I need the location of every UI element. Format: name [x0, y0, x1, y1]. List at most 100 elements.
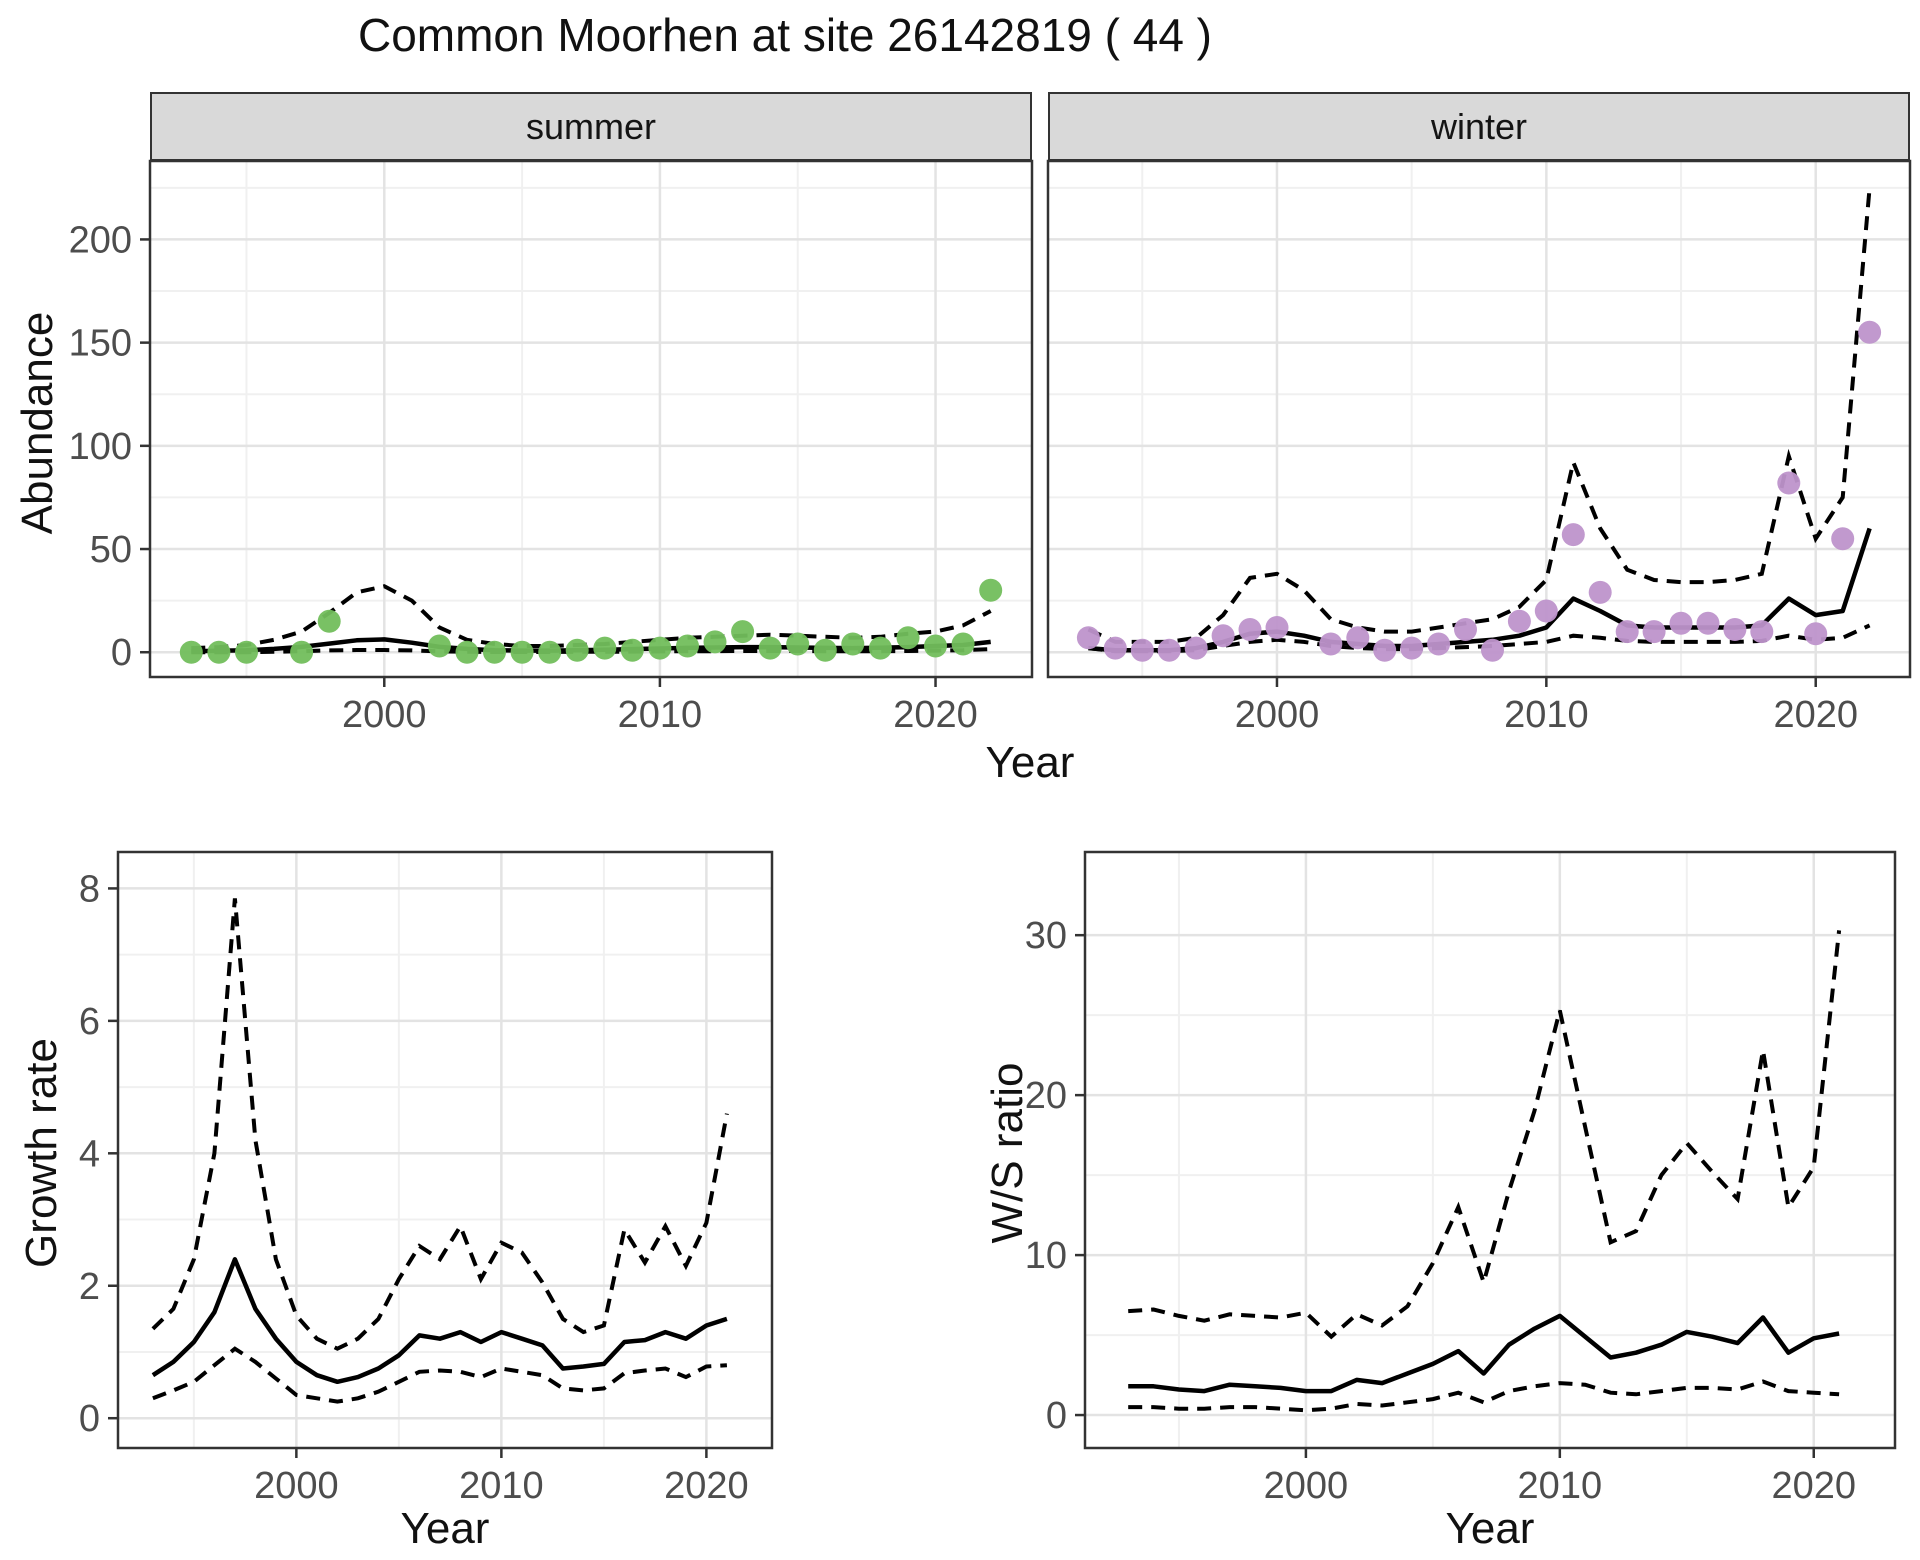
y-axis-title-ws-ratio: W/S ratio [983, 1062, 1032, 1244]
data-point [538, 640, 562, 664]
data-point [1076, 626, 1100, 650]
x-axis-title-ws-ratio: Year [1445, 1504, 1535, 1553]
data-point [1427, 632, 1451, 656]
data-point [565, 638, 589, 662]
data-layer-ws-ratio [1128, 930, 1842, 1413]
ci-upper-line [1087, 187, 1872, 644]
data-point [483, 640, 506, 664]
y-tick-label: 50 [90, 529, 132, 571]
data-point [1696, 611, 1720, 635]
data-point [1346, 626, 1370, 650]
data-point [868, 636, 892, 660]
y-tick-label: 20 [1025, 1075, 1067, 1117]
y-tick-label: 30 [1025, 915, 1067, 957]
y-tick-label: 0 [1046, 1395, 1067, 1437]
data-layer-abundance-winter [1076, 187, 1882, 662]
data-point [290, 640, 314, 664]
data-point [1669, 611, 1693, 635]
fit-line [1128, 1313, 1840, 1394]
y-tick-label: 8 [79, 868, 100, 910]
x-tick-label: 2000 [1264, 1465, 1349, 1507]
data-point [1750, 620, 1774, 644]
x-tick-label: 2010 [618, 694, 703, 736]
data-point [1858, 320, 1882, 344]
data-point [1507, 609, 1531, 633]
data-point [1615, 620, 1639, 644]
data-point [924, 634, 947, 658]
data-point [703, 630, 727, 654]
ci-upper-line [1128, 930, 1842, 1340]
y-tick-label: 200 [69, 219, 132, 261]
data-point [676, 634, 699, 658]
data-layer-growth-rate [151, 898, 729, 1404]
data-point [896, 626, 920, 650]
data-point [1265, 616, 1289, 639]
ci-upper-line [151, 898, 729, 1351]
data-point [235, 640, 258, 664]
y-tick-label: 2 [79, 1266, 100, 1308]
data-point [1588, 580, 1612, 604]
y-axis-title-growth-rate: Growth rate [17, 1038, 66, 1268]
y-tick-label: 100 [69, 426, 132, 468]
data-point [455, 640, 479, 664]
data-point [951, 632, 975, 656]
x-tick-label: 2010 [1504, 694, 1589, 736]
panel-border [1046, 159, 1912, 679]
x-tick-label: 2010 [459, 1465, 544, 1507]
data-point [179, 640, 203, 664]
data-point [1319, 632, 1343, 656]
data-point [1454, 618, 1477, 641]
data-point [1157, 638, 1181, 662]
data-point [1561, 523, 1585, 547]
data-point [1481, 638, 1504, 662]
data-point [731, 620, 755, 644]
data-point [1723, 618, 1747, 641]
y-tick-label: 0 [111, 632, 132, 674]
panel-ws-ratio: 2000 2010 2020 0 10 20 30 [1025, 850, 1897, 1507]
data-point [1238, 618, 1262, 641]
data-point [1777, 471, 1801, 495]
x-tick-label: 2020 [1771, 1465, 1856, 1507]
facet-strip-summer-label: summer [525, 105, 656, 147]
x-axis-title-growth-rate: Year [400, 1504, 490, 1553]
x-tick-label: 2020 [893, 694, 978, 736]
data-point [648, 636, 672, 660]
data-point [593, 636, 617, 660]
panel-border [116, 850, 774, 1450]
y-tick-label: 0 [79, 1398, 100, 1440]
data-layer-abundance-summer [179, 578, 1003, 664]
data-point [1831, 527, 1855, 551]
y-tick-label: 4 [79, 1133, 100, 1175]
facet-strip-summer: summer [150, 92, 1032, 161]
chart-title: Common Moorhen at site 26142819 ( 44 ) [357, 9, 1213, 61]
y-tick-label: 150 [69, 323, 132, 365]
ci-lower-line [1128, 1379, 1840, 1413]
ci-lower-line [152, 1346, 728, 1404]
data-point [1184, 636, 1208, 660]
data-point [1804, 622, 1828, 646]
ci-lower-line [1088, 623, 1871, 654]
y-tick-label: 10 [1025, 1235, 1067, 1277]
data-point [841, 632, 865, 656]
panel-border [148, 159, 1034, 679]
x-tick-label: 2000 [342, 694, 427, 736]
y-tick-label: 6 [79, 1001, 100, 1043]
panel-growth-rate: 2000 2010 2020 0 2 4 6 8 [79, 850, 774, 1507]
data-point [207, 640, 231, 664]
panel-abundance-summer: 2000 2010 2020 0 50 100 150 200 [69, 159, 1034, 736]
data-point [979, 578, 1003, 602]
x-tick-label: 2000 [254, 1465, 339, 1507]
data-point [1642, 620, 1666, 644]
x-axis-title-top: Year [985, 738, 1075, 787]
x-tick-label: 2010 [1518, 1465, 1603, 1507]
panel-abundance-winter: 2000 2010 2020 [1046, 159, 1912, 736]
ci-upper-line [191, 584, 992, 651]
data-point [317, 609, 341, 633]
data-point [510, 640, 534, 664]
data-point [1400, 636, 1424, 660]
data-point [1130, 638, 1154, 662]
data-point [1103, 636, 1127, 660]
data-point [1534, 599, 1558, 623]
